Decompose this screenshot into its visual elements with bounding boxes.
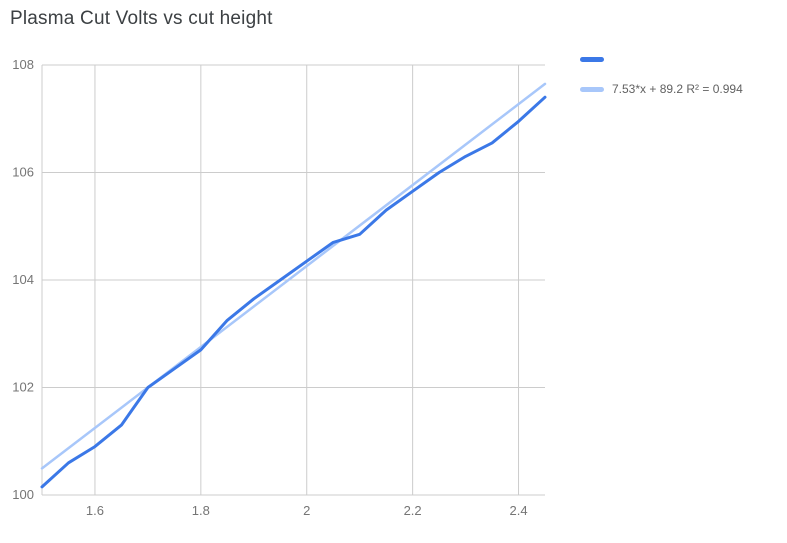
series-line[interactable] — [40, 95, 547, 489]
trendline[interactable] — [40, 82, 547, 470]
y-tick-label: 100 — [12, 487, 34, 502]
x-tick-label: 1.8 — [192, 503, 210, 518]
y-tick-label: 106 — [12, 165, 34, 180]
x-tick-label: 2.4 — [509, 503, 527, 518]
trendline-swatch — [580, 86, 604, 92]
x-tick-label: 2 — [303, 503, 310, 518]
legend-item-trendline[interactable]: 7.53*x + 89.2 R² = 0.994 — [580, 82, 743, 96]
series-swatch — [580, 56, 604, 62]
trendline-equation-label: 7.53*x + 89.2 R² = 0.994 — [612, 82, 743, 96]
x-tick-label: 1.6 — [86, 503, 104, 518]
y-tick-label: 102 — [12, 380, 34, 395]
x-tick-label: 2.2 — [404, 503, 422, 518]
y-tick-label: 108 — [12, 57, 34, 72]
y-tick-label: 104 — [12, 272, 34, 287]
chart-title: Plasma Cut Volts vs cut height — [10, 8, 273, 29]
chart-legend: 7.53*x + 89.2 R² = 0.994 — [580, 54, 743, 96]
legend-item-series[interactable] — [580, 54, 743, 64]
